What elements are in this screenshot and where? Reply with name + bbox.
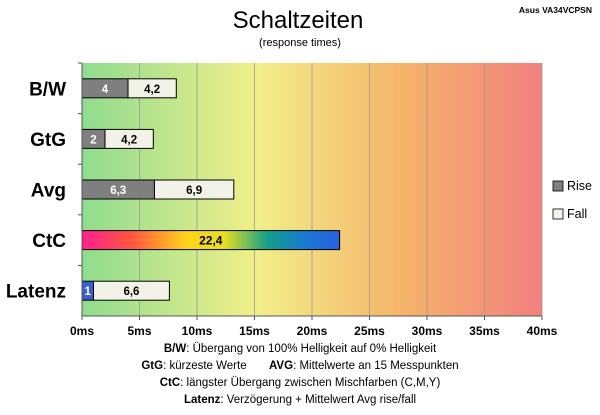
x-tick-label: 15ms [239, 324, 270, 338]
x-tick-label: 5ms [127, 324, 151, 338]
footnote-gtg-key: GtG [141, 360, 164, 372]
bar-fall [93, 280, 170, 301]
category-label: GtG [30, 130, 66, 151]
category-label: B/W [29, 79, 66, 100]
legend: Rise Fall [552, 179, 592, 221]
y-axis: B/W GtG Avg CtC Latenz [6, 62, 83, 316]
bar-label-fall: 4,2 [144, 84, 160, 96]
bar-label-rise: 1 [85, 286, 92, 298]
footnote-ctc: CtC: längster Übergang zwischen Mischfar… [0, 375, 600, 392]
bar-label-fall: 4,2 [121, 134, 137, 146]
x-tick-label: 25ms [354, 324, 385, 338]
bar-label-fall: 6,9 [186, 185, 202, 197]
watermark-label: Asus VA34VCPSN [519, 5, 592, 15]
bar-group: 4 4,2 2 4,2 6,3 6,9 22,4 1 6,6 [81, 78, 341, 301]
bar-fall [153, 179, 235, 200]
legend-rise-label: Rise [567, 179, 592, 193]
x-axis: 0ms 5ms 10ms 15ms 20ms 25ms 30ms 35ms 40ms [70, 315, 558, 338]
footnote-ctc-text: : längster Übergang zwischen Mischfarben… [180, 377, 441, 389]
footnote-avg-text: : Mittelwerte an 15 Messpunkten [293, 360, 459, 372]
footnote-bw: B/W: Übergang von 100% Helligkeit auf 0%… [0, 341, 600, 358]
footnote-ctc-key: CtC [159, 377, 181, 389]
footnote-latenz: Latenz: Verzögerung + Mittelwert Avg ris… [0, 392, 600, 409]
footnote-bw-text: : Übergang von 100% Helligkeit auf 0% He… [186, 343, 437, 355]
x-tick-label: 35ms [469, 324, 500, 338]
bar-label-rise: 4 [102, 84, 109, 96]
bar-fall [127, 78, 177, 99]
category-label: Avg [31, 181, 66, 202]
footnote-gtg-text: : kürzeste Werte [163, 360, 247, 372]
bar-label-ctc: 22,4 [199, 234, 223, 248]
footnote-latenz-text: : Verzögerung + Mittelwert Avg rise/fall [220, 394, 417, 406]
bar-fall [104, 128, 154, 149]
chart-title: Schaltzeiten [233, 7, 364, 34]
x-tick-label: 40ms [527, 324, 558, 338]
legend-rise-swatch [552, 180, 564, 192]
chart-subtitle: (response times) [259, 37, 341, 49]
footnote-bw-key: B/W [163, 343, 187, 355]
legend-fall-swatch [552, 208, 564, 220]
grid-lines [81, 63, 543, 316]
x-tick-label: 10ms [182, 324, 213, 338]
category-label: CtC [32, 231, 66, 252]
legend-fall-label: Fall [567, 207, 587, 221]
chart-footnotes: B/W: Übergang von 100% Helligkeit auf 0%… [0, 341, 600, 409]
bar-label-fall: 6,6 [123, 286, 139, 298]
footnote-latenz-key: Latenz [183, 394, 221, 406]
footnote-avg-key: AVG [268, 360, 294, 372]
x-tick-label: 20ms [297, 324, 328, 338]
category-label: Latenz [6, 282, 66, 303]
bar-label-rise: 2 [90, 134, 96, 146]
bar-label-rise: 6,3 [110, 185, 126, 197]
footnote-gtg-avg: GtG: kürzeste Werte AVG: Mittelwerte an … [0, 358, 600, 375]
x-tick-label: 0ms [70, 324, 94, 338]
x-tick-label: 30ms [412, 324, 443, 338]
